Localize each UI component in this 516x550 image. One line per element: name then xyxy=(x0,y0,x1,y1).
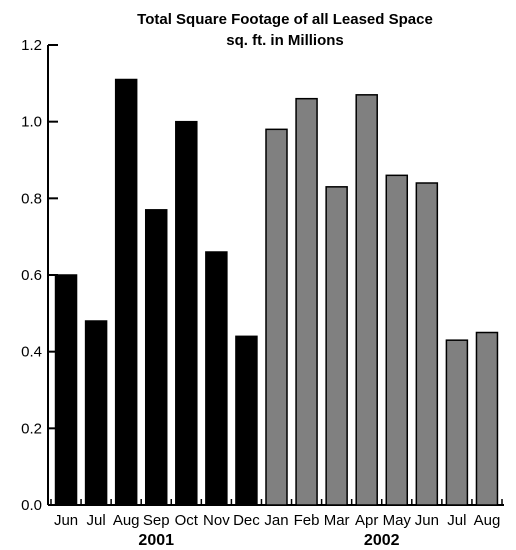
bar xyxy=(445,339,469,506)
y-tick-label: 0.8 xyxy=(21,190,42,207)
x-tick-label: Sep xyxy=(143,512,170,529)
bar xyxy=(84,320,108,506)
bar xyxy=(475,331,499,506)
group-label: 2002 xyxy=(364,532,400,549)
chart-subtitle: sq. ft. in Millions xyxy=(226,32,344,49)
bar xyxy=(385,174,409,506)
x-tick-label: Jul xyxy=(87,512,106,529)
bar xyxy=(144,209,168,506)
y-tick-label: 0.2 xyxy=(21,420,42,437)
x-tick-label: Jul xyxy=(447,512,466,529)
x-tick-label: Jun xyxy=(54,512,78,529)
chart-title: Total Square Footage of all Leased Space xyxy=(137,11,433,28)
bar xyxy=(325,186,348,506)
x-tick-label: Apr xyxy=(355,512,378,529)
group-label: 2001 xyxy=(138,532,174,549)
x-tick-label: Jan xyxy=(264,512,288,529)
x-tick-label: Mar xyxy=(324,512,350,529)
x-tick-label: Nov xyxy=(203,512,230,529)
x-tick-label: Oct xyxy=(175,512,199,529)
y-tick-label: 1.2 xyxy=(21,37,42,54)
y-tick-label: 1.0 xyxy=(21,114,42,131)
bar xyxy=(114,78,138,506)
bar xyxy=(205,251,228,506)
x-tick-label: May xyxy=(383,512,412,529)
x-tick-label: Aug xyxy=(474,512,501,529)
y-tick-label: 0.6 xyxy=(21,267,42,284)
y-tick-label: 0.0 xyxy=(21,497,42,514)
x-tick-label: Aug xyxy=(113,512,140,529)
x-tick-label: Dec xyxy=(233,512,260,529)
x-tick-label: Jun xyxy=(415,512,439,529)
bar xyxy=(54,274,78,506)
bar xyxy=(175,120,198,506)
x-tick-label: Feb xyxy=(294,512,320,529)
bar xyxy=(355,94,378,506)
bar xyxy=(295,97,318,506)
bar xyxy=(235,335,258,506)
bar xyxy=(415,182,439,506)
y-tick-label: 0.4 xyxy=(21,344,42,361)
bar xyxy=(265,128,288,506)
